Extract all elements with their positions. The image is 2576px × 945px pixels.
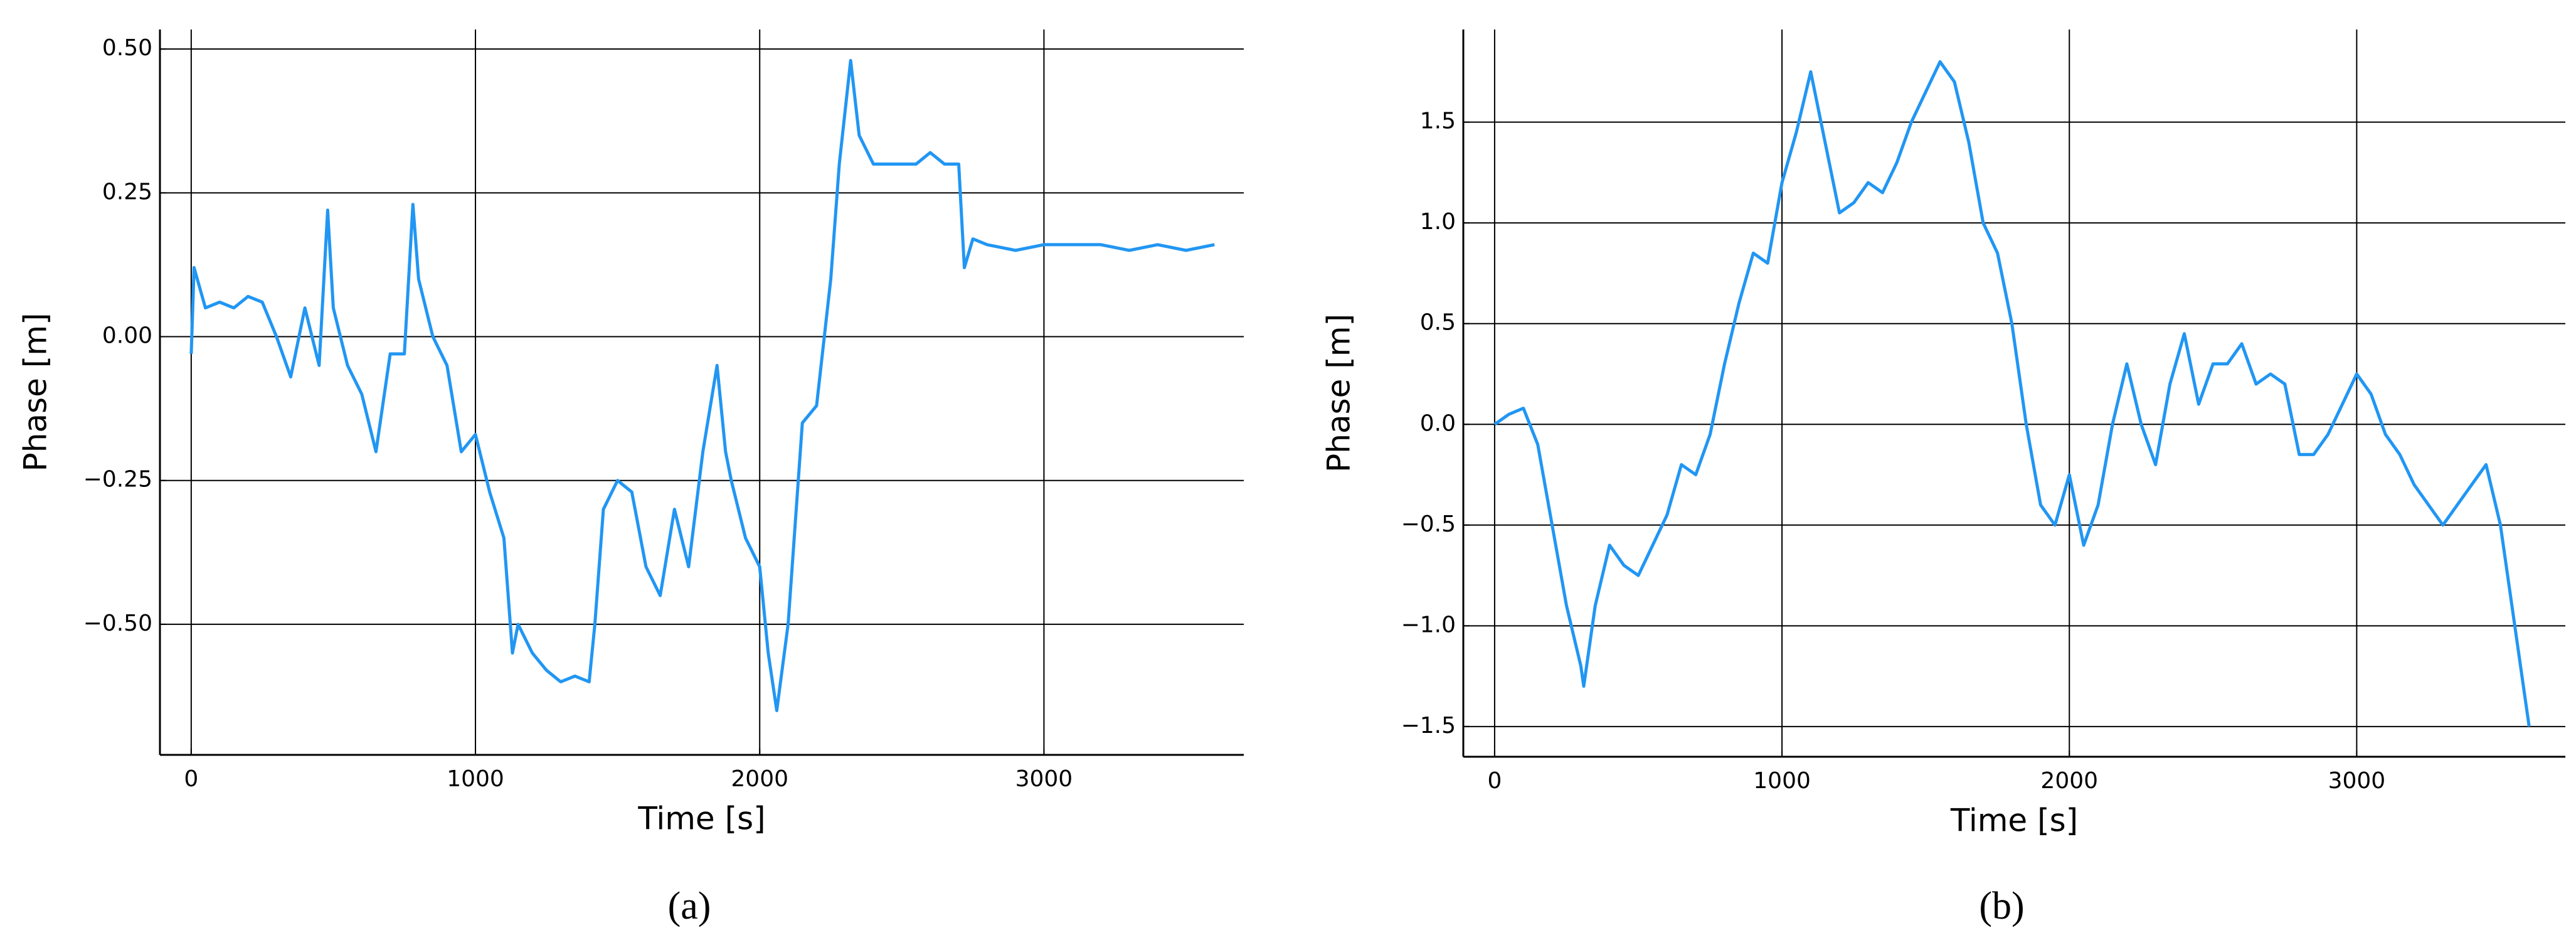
data-line bbox=[189, 59, 1215, 712]
caption: (b) bbox=[1979, 885, 2024, 927]
y-tick-label: −1.0 bbox=[1401, 612, 1456, 638]
x-tick-label: 1000 bbox=[447, 766, 504, 792]
y-tick-label: 0.0 bbox=[1420, 410, 1456, 436]
x-tick-label: 2000 bbox=[731, 766, 788, 792]
y-axis-label: Phase [m] bbox=[18, 313, 54, 472]
y-tick-label: 0.25 bbox=[102, 179, 152, 205]
y-tick-label: −1.5 bbox=[1401, 713, 1456, 739]
x-tick-label: 3000 bbox=[2328, 768, 2386, 794]
data-line bbox=[1493, 60, 2531, 727]
x-tick-label: 0 bbox=[184, 766, 198, 792]
y-tick-label: −0.50 bbox=[83, 611, 152, 636]
caption: (a) bbox=[668, 885, 711, 927]
x-axis-label: Time [s] bbox=[637, 801, 765, 837]
y-tick-label: 0.5 bbox=[1420, 310, 1456, 336]
x-tick-label: 1000 bbox=[1753, 768, 1811, 794]
x-tick-label: 3000 bbox=[1015, 766, 1073, 792]
x-axis-label: Time [s] bbox=[1950, 803, 2078, 839]
x-tick-label: 0 bbox=[1487, 768, 1502, 794]
y-tick-label: −0.5 bbox=[1401, 511, 1456, 537]
y-tick-label: 1.5 bbox=[1420, 109, 1456, 134]
y-tick-label: 0.50 bbox=[102, 35, 152, 61]
y-tick-label: −0.25 bbox=[83, 467, 152, 493]
y-tick-label: 0.00 bbox=[102, 323, 152, 349]
y-axis-label: Phase [m] bbox=[1321, 314, 1357, 472]
x-tick-label: 2000 bbox=[2040, 768, 2098, 794]
y-tick-label: 1.0 bbox=[1420, 209, 1456, 235]
